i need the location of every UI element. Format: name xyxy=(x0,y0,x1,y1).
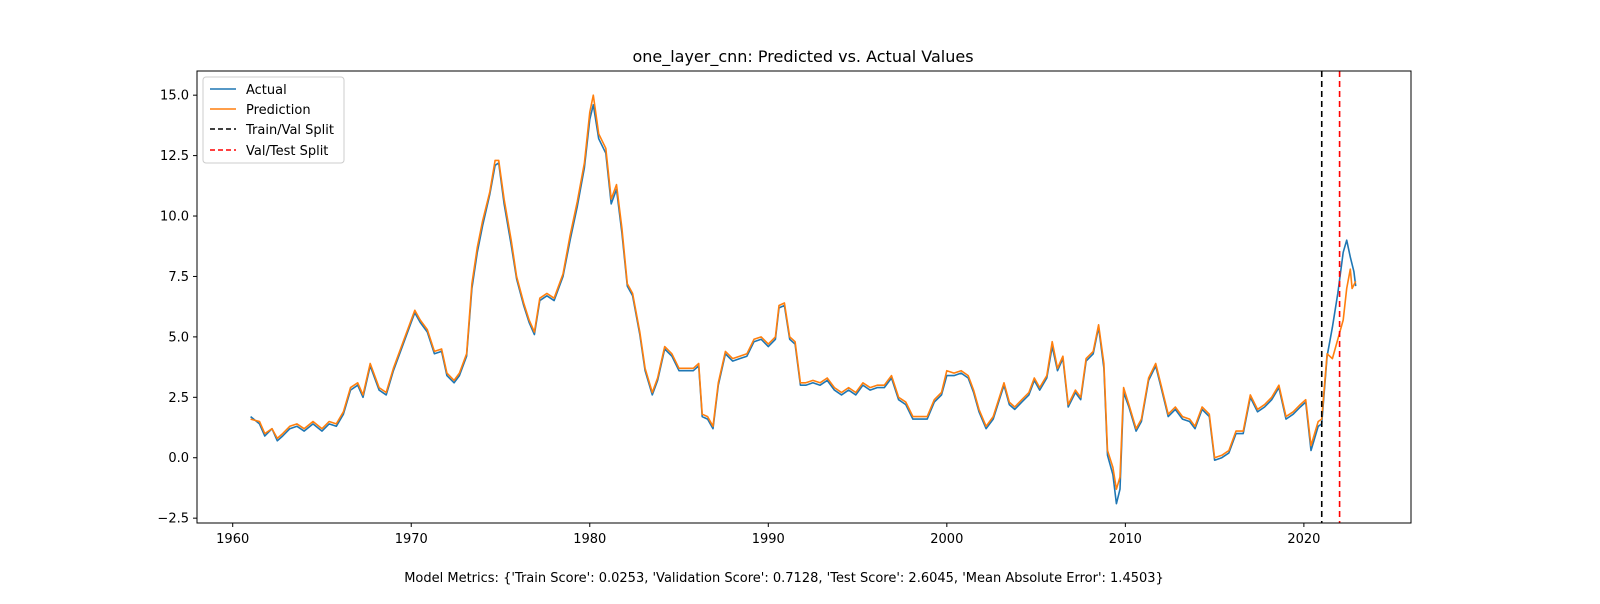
legend-box xyxy=(202,76,345,164)
x-tick-label: 1960 xyxy=(216,532,249,547)
legend-label-val-test-split: Val/Test Split xyxy=(246,144,328,159)
y-tick-label: 0.0 xyxy=(168,451,189,466)
split-lines xyxy=(1320,71,1341,523)
x-tick-label: 1990 xyxy=(752,532,785,547)
y-tick-label: 10.0 xyxy=(160,210,189,225)
y-axis: −2.5 0.0 2.5 5.0 7.5 10.0 12.5 15.0 xyxy=(157,89,197,527)
x-tick-label: 2010 xyxy=(1109,532,1142,547)
series-line-actual xyxy=(250,104,1357,505)
y-tick-label: 12.5 xyxy=(160,149,189,164)
series-line-prediction xyxy=(250,94,1357,490)
y-tick-label: 5.0 xyxy=(168,330,189,345)
y-tick-label: −2.5 xyxy=(157,512,189,527)
series-group xyxy=(250,94,1357,505)
legend: Actual Prediction Train/Val Split Val/Te… xyxy=(202,76,345,164)
legend-label-actual: Actual xyxy=(246,83,287,98)
x-tick-label: 1980 xyxy=(573,532,606,547)
y-tick-label: 15.0 xyxy=(160,89,189,104)
x-axis: 1960 1970 1980 1990 2000 2010 2020 xyxy=(216,523,1320,547)
y-tick-label: 7.5 xyxy=(168,270,189,285)
axes-background xyxy=(197,71,1411,523)
y-tick-label: 2.5 xyxy=(168,391,189,406)
x-tick-label: 1970 xyxy=(395,532,428,547)
plot-area: −2.5 0.0 2.5 5.0 7.5 10.0 12.5 15.0 1960 1970 198… xyxy=(157,70,1412,547)
x-tick-label: 2000 xyxy=(930,532,963,547)
axes-frame xyxy=(196,70,1412,524)
model-metrics-text: Model Metrics: {'Train Score': 0.0253, '… xyxy=(404,571,1164,586)
legend-label-prediction: Prediction xyxy=(246,103,311,118)
legend-label-train-val-split: Train/Val Split xyxy=(245,123,334,138)
x-tick-label: 2020 xyxy=(1287,532,1320,547)
chart-title: one_layer_cnn: Predicted vs. Actual Valu… xyxy=(632,47,973,67)
